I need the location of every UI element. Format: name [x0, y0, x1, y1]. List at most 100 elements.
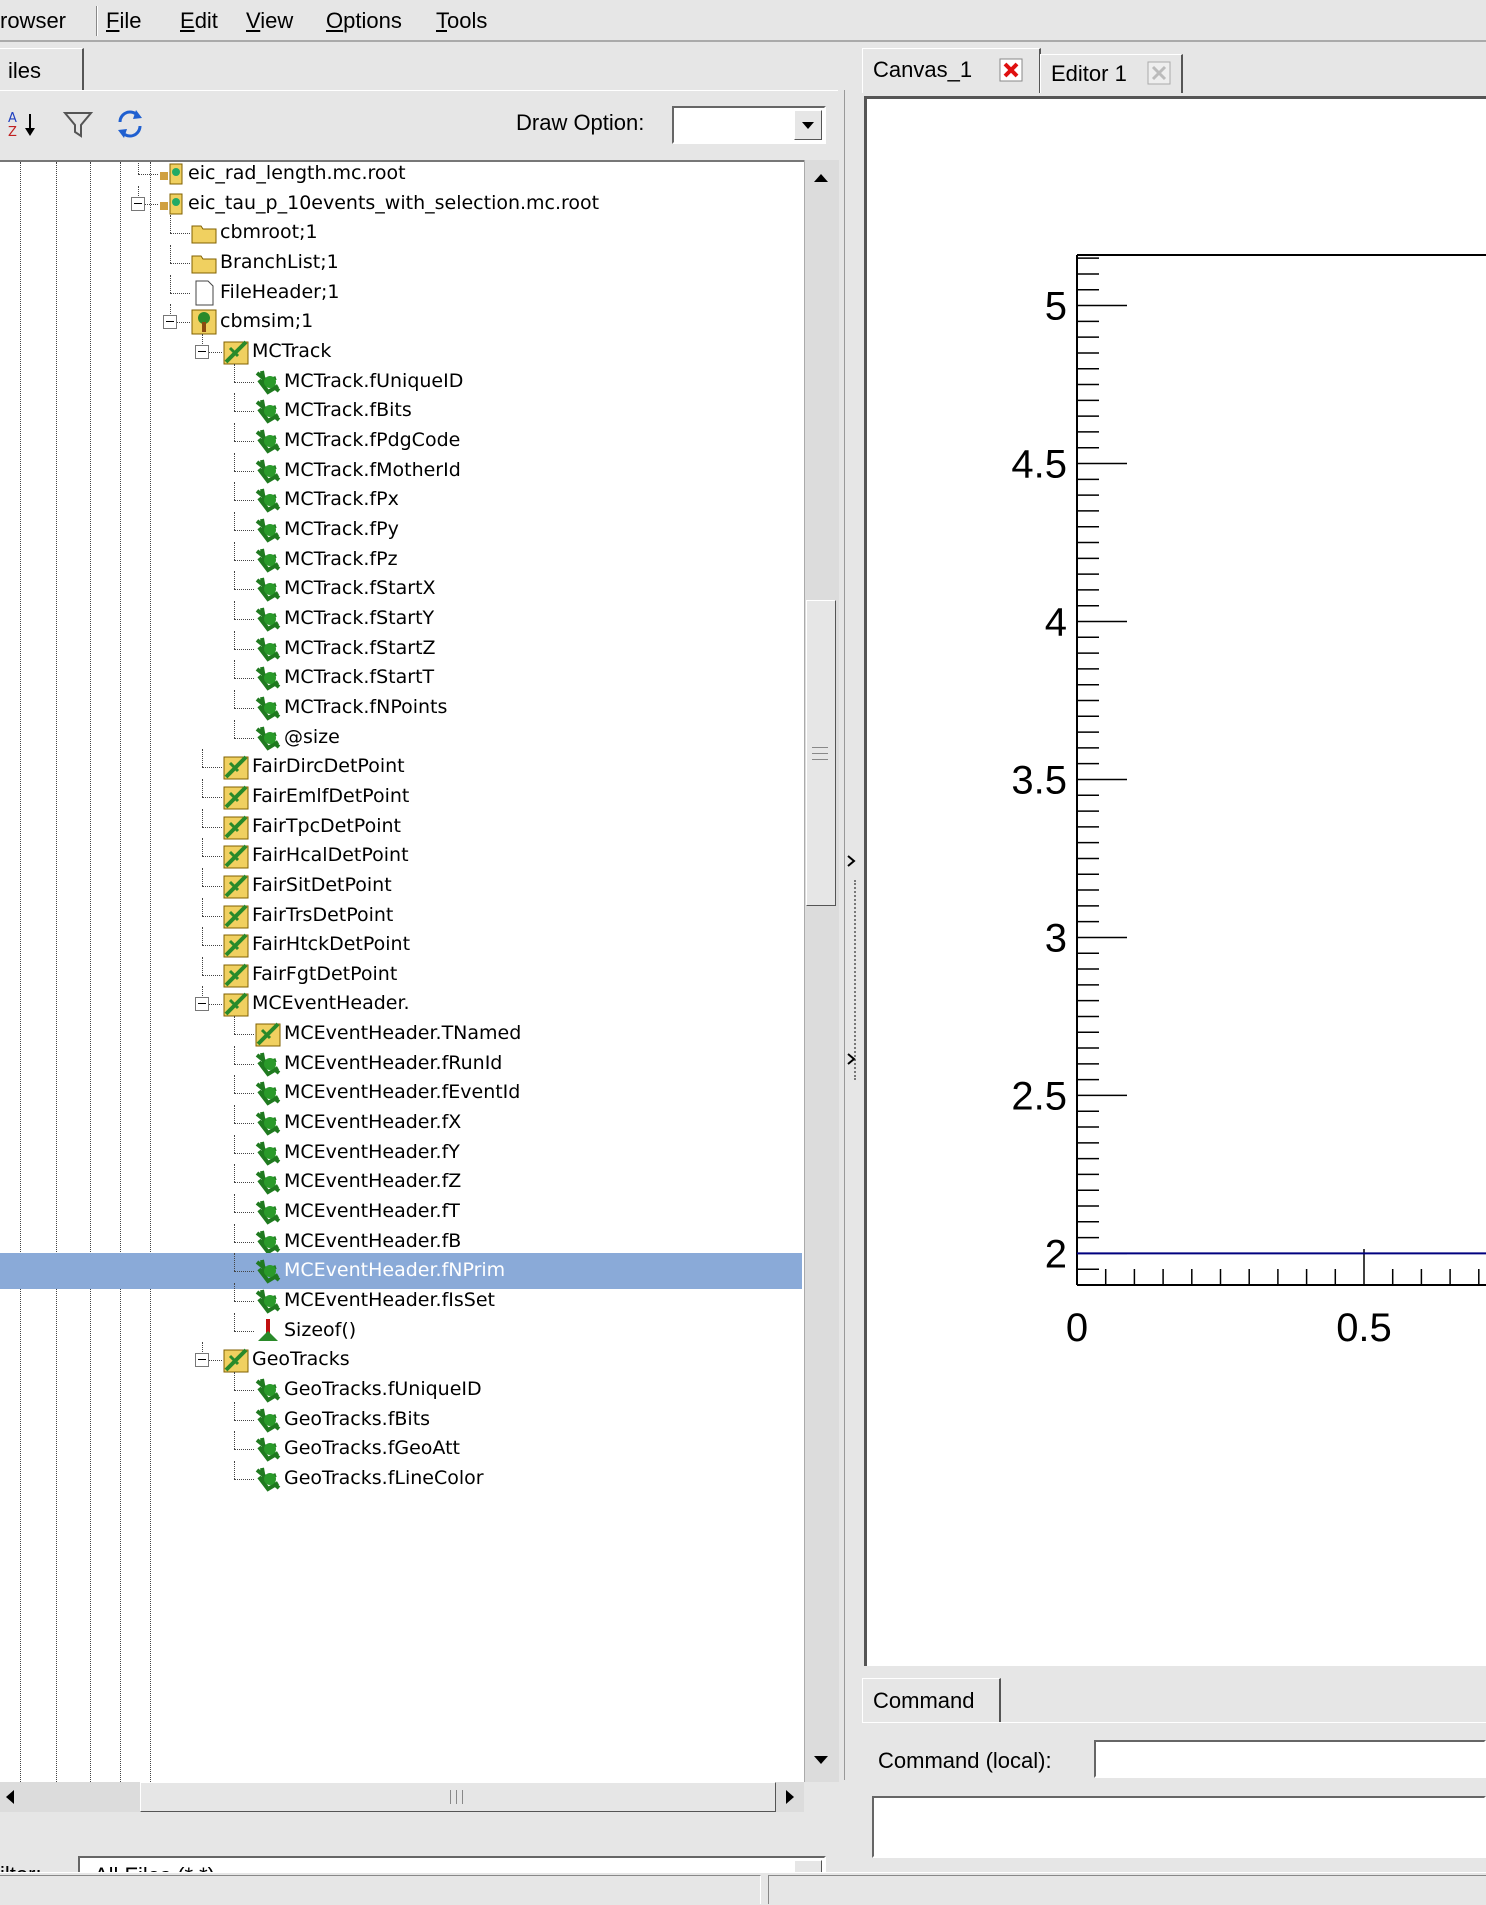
tree-row[interactable]: GeoTracks.fUniqueID	[0, 1372, 804, 1408]
tree-row[interactable]: MCTrack.fStartZ	[0, 630, 804, 667]
tree-connector	[234, 1241, 254, 1243]
tree-row[interactable]: MCTrack.fPz	[0, 541, 804, 578]
tree-row-label: MCTrack.fPy	[284, 517, 399, 540]
tree-row[interactable]: MCTrack.fBits	[0, 393, 804, 429]
tree-row-label: MCTrack	[252, 339, 332, 362]
tree-row[interactable]: MCTrack.fUniqueID	[0, 363, 804, 400]
menu-options-mnemonic: O	[326, 8, 344, 33]
tree-row[interactable]: eic_tau_p_10events_with_selection.mc.roo…	[0, 185, 804, 222]
collapse-toggle-icon[interactable]	[195, 997, 209, 1012]
file-tree[interactable]: eic_rad_length.mc.root eic_tau_p_10events…	[0, 160, 804, 1784]
tree-row[interactable]: MCTrack.fStartY	[0, 600, 804, 637]
command-input[interactable]	[1094, 1740, 1486, 1778]
menu-options[interactable]: Options	[326, 8, 402, 34]
tree-row[interactable]: Sizeof()	[0, 1312, 804, 1349]
tree-connector	[170, 322, 190, 324]
tree-row[interactable]: GeoTracks.fLineColor	[0, 1461, 804, 1497]
leaf-icon	[255, 1082, 281, 1107]
tree-row[interactable]: GeoTracks.fBits	[0, 1401, 804, 1438]
tree-row[interactable]: MCEventHeader.fIsSet	[0, 1283, 804, 1319]
tree-row[interactable]: MCTrack.fPdgCode	[0, 422, 804, 459]
plot[interactable]: 54.543.532.52 0 0.5	[867, 99, 1486, 1666]
tree-row[interactable]: MCEventHeader.fX	[0, 1105, 804, 1141]
branch-icon	[223, 785, 249, 810]
tree-row[interactable]: cbmroot;1	[0, 215, 804, 251]
command-output[interactable]	[872, 1796, 1486, 1858]
menu-tools[interactable]: Tools	[436, 8, 487, 34]
tree-row[interactable]: FairHtckDetPoint	[0, 927, 804, 963]
tree-horizontal-scroll-thumb[interactable]	[140, 1782, 776, 1812]
tree-row[interactable]: MCEventHeader.fY	[0, 1134, 804, 1171]
tree-row[interactable]: MCTrack.fPx	[0, 482, 804, 518]
tree-row[interactable]: MCEventHeader.fB	[0, 1223, 804, 1260]
tree-row[interactable]: FairSitDetPoint	[0, 867, 804, 904]
tree-row[interactable]: MCEventHeader.TNamed	[0, 1016, 804, 1052]
tree-row[interactable]: @size	[0, 719, 804, 756]
collapse-toggle-icon[interactable]	[195, 1353, 209, 1368]
tree-row[interactable]: MCEventHeader.fT	[0, 1194, 804, 1230]
close-icon[interactable]	[999, 58, 1023, 82]
tree-connector	[170, 304, 171, 323]
scroll-right-icon[interactable]	[782, 1786, 798, 1808]
tree-row[interactable]: eic_rad_length.mc.root	[0, 162, 804, 192]
tree-row[interactable]: MCEventHeader.fNPrim	[0, 1253, 804, 1290]
tab-canvas-1[interactable]: Canvas_1	[862, 48, 1041, 93]
tree-row[interactable]: FairTpcDetPoint	[0, 808, 804, 845]
tree-row[interactable]: FileHeader;1	[0, 274, 804, 311]
tree-row[interactable]: MCTrack.fMotherId	[0, 452, 804, 489]
refresh-icon[interactable]	[114, 108, 146, 140]
chevron-down-icon[interactable]	[794, 110, 822, 140]
menu-view[interactable]: View	[246, 8, 293, 34]
draw-option-combo[interactable]	[672, 106, 826, 144]
scroll-left-icon[interactable]	[2, 1786, 18, 1808]
menu-separator	[96, 6, 98, 36]
collapse-toggle-icon[interactable]	[131, 196, 145, 211]
tree-row[interactable]: MCTrack.fStartT	[0, 660, 804, 696]
tree-row[interactable]: FairTrsDetPoint	[0, 897, 804, 934]
tree-row[interactable]: FairFgtDetPoint	[0, 956, 804, 993]
tree-row[interactable]: GeoTracks.fGeoAtt	[0, 1431, 804, 1467]
menu-app-name: rowser	[0, 8, 67, 33]
branch-icon	[223, 874, 249, 899]
tree-vertical-scrollbar[interactable]	[804, 160, 839, 1782]
canvas[interactable]: 5 4.5 4 3.5 3 2.5 2 0 0.5	[864, 96, 1486, 1666]
tree-row[interactable]: MCEventHeader.fEventId	[0, 1075, 804, 1111]
tree-guide-line	[56, 162, 57, 1784]
tree-row[interactable]: cbmsim;1	[0, 304, 804, 340]
panel-splitter[interactable]	[844, 90, 859, 1780]
menu-view-label: iew	[260, 8, 294, 33]
tree-row[interactable]: FairHcalDetPoint	[0, 838, 804, 874]
tree-row[interactable]: MCTrack.fNPoints	[0, 689, 804, 726]
tree-row-label: GeoTracks	[252, 1348, 350, 1371]
splitter-arrow-icon[interactable]	[846, 1052, 856, 1066]
root-file-icon	[160, 163, 183, 185]
menu-file[interactable]: File	[106, 8, 141, 34]
tree-row[interactable]: GeoTracks	[0, 1342, 804, 1378]
tab-files[interactable]: iles	[0, 48, 84, 91]
filter-icon[interactable]	[62, 108, 94, 140]
tab-command[interactable]: Command	[862, 1678, 1001, 1723]
leaf-icon	[255, 577, 281, 602]
tree-connector	[234, 1194, 235, 1213]
tree-row[interactable]: MCTrack	[0, 333, 804, 370]
menu-edit[interactable]: Edit	[180, 8, 218, 34]
tree-row[interactable]: MCTrack.fPy	[0, 511, 804, 548]
collapse-toggle-icon[interactable]	[163, 315, 177, 330]
tree-row-label: eic_tau_p_10events_with_selection.mc.roo…	[188, 191, 600, 214]
tree-row[interactable]: FairEmlfDetPoint	[0, 778, 804, 815]
tree-row[interactable]: MCEventHeader.fRunId	[0, 1045, 804, 1082]
scroll-up-icon[interactable]	[810, 170, 832, 186]
tree-row[interactable]: BranchList;1	[0, 244, 804, 281]
tree-row[interactable]: MCEventHeader.	[0, 986, 804, 1022]
tree-row[interactable]: MCEventHeader.fZ	[0, 1164, 804, 1200]
tree-connector	[234, 1479, 254, 1481]
tree-row[interactable]: MCTrack.fStartX	[0, 571, 804, 607]
tree-connector	[234, 678, 254, 680]
collapse-toggle-icon[interactable]	[195, 344, 209, 359]
scroll-down-icon[interactable]	[810, 1752, 832, 1768]
tree-row[interactable]: FairDircDetPoint	[0, 749, 804, 785]
tab-editor-1[interactable]: Editor 1	[1040, 54, 1183, 93]
sort-icon[interactable]: A Z	[8, 108, 40, 140]
close-icon[interactable]	[1147, 61, 1171, 85]
splitter-arrow-icon[interactable]	[846, 854, 856, 868]
